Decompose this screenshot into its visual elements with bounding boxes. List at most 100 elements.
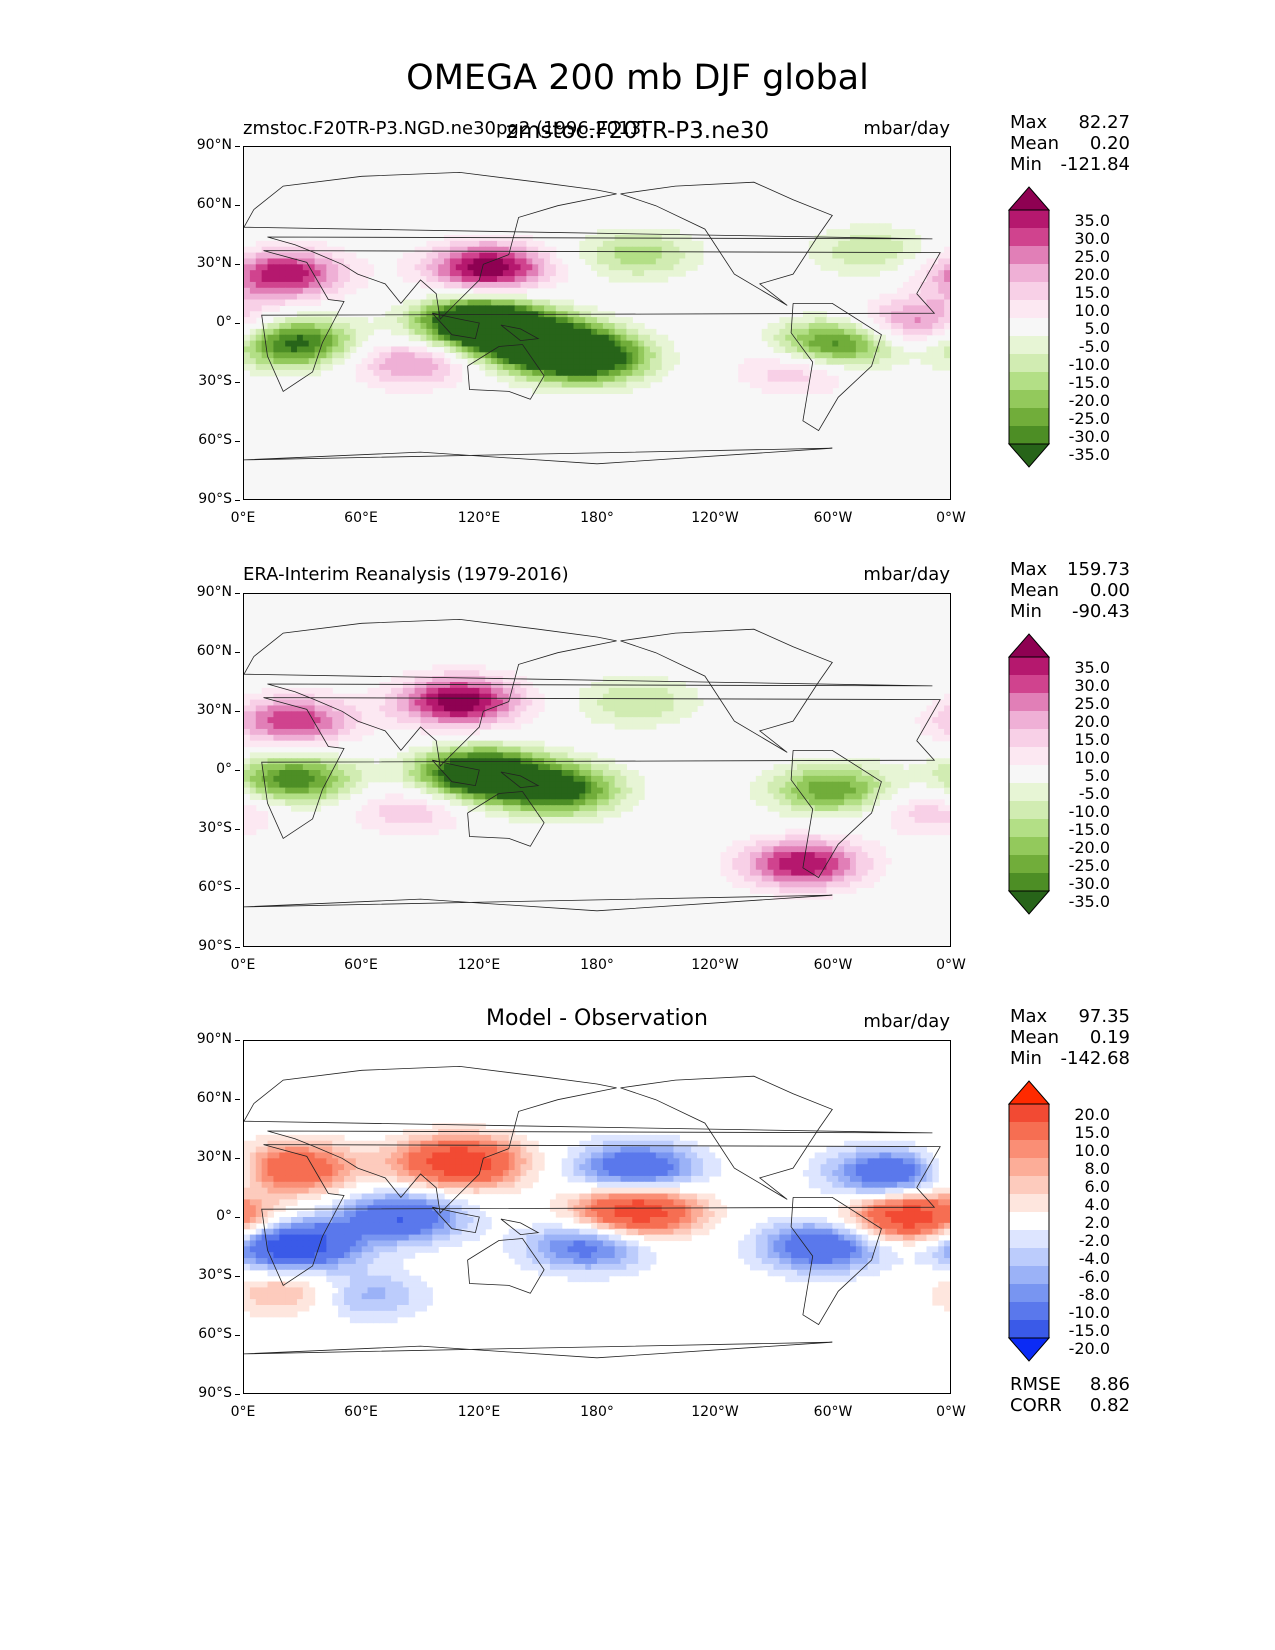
field-cell — [338, 1170, 345, 1177]
field-cell — [891, 1170, 898, 1177]
field-cell — [791, 811, 798, 818]
field-cell — [785, 805, 792, 812]
field-cell — [455, 281, 463, 289]
field-cell — [326, 793, 333, 800]
colorbar-tick-label: 20.0 — [1074, 712, 1110, 731]
field-cell — [644, 252, 651, 260]
field-cell — [320, 328, 327, 336]
field-cell — [426, 705, 433, 712]
field-cell — [779, 375, 786, 383]
field-cell — [914, 822, 922, 830]
field-cell — [379, 799, 386, 806]
field-cell — [902, 311, 910, 318]
field-cell — [308, 293, 316, 301]
field-cell — [420, 711, 427, 718]
field-cell — [549, 323, 557, 330]
field-cell — [849, 863, 857, 871]
field-cell — [849, 1146, 857, 1154]
field-cell — [244, 1170, 251, 1177]
field-cell — [296, 1140, 304, 1148]
field-cell — [914, 764, 922, 771]
field-cell — [608, 705, 616, 712]
field-cell — [626, 676, 633, 683]
field-cell — [279, 293, 286, 301]
field-cell — [938, 346, 945, 353]
field-cell — [320, 793, 327, 800]
field-cell — [414, 1152, 422, 1159]
field-cell — [614, 775, 622, 783]
field-cell — [502, 764, 510, 771]
colorbar-tick-label: -30.0 — [1068, 427, 1110, 446]
field-cell — [420, 1134, 427, 1142]
field-cell — [832, 875, 839, 883]
field-cell — [649, 270, 657, 277]
field-cell — [438, 699, 445, 707]
lat-tick-mark — [235, 711, 240, 712]
field-cell — [244, 693, 251, 701]
field-cell — [361, 822, 369, 830]
field-cell — [614, 328, 622, 336]
field-cell — [602, 381, 610, 389]
field-cell — [844, 858, 851, 865]
field-cell — [614, 705, 622, 712]
field-cell — [826, 863, 833, 871]
field-cell — [844, 328, 851, 336]
field-cell — [426, 358, 433, 365]
field-cell — [944, 311, 950, 318]
field-cell — [273, 276, 280, 283]
field-cell — [514, 699, 522, 707]
field-cell — [291, 1158, 298, 1165]
field-cell — [444, 664, 451, 671]
field-cell — [461, 1134, 469, 1142]
field-cell — [773, 869, 780, 877]
field-cell — [602, 1181, 610, 1189]
field-cell — [661, 229, 669, 236]
field-cell — [438, 1181, 445, 1189]
field-cell — [332, 270, 339, 277]
field-cell — [673, 1175, 680, 1183]
field-cell — [555, 364, 563, 371]
field-cell — [579, 811, 586, 818]
field-cell — [779, 875, 786, 883]
field-cell — [432, 264, 439, 271]
field-cell — [667, 1175, 675, 1183]
field-cell — [691, 699, 698, 707]
field-cell — [261, 705, 269, 712]
field-cell — [608, 1164, 616, 1171]
field-cell — [420, 387, 427, 394]
field-cell — [408, 305, 416, 312]
field-cell — [626, 252, 633, 260]
field-cell — [402, 687, 410, 695]
field-cell — [926, 799, 933, 806]
field-cell — [467, 299, 475, 306]
field-cell — [855, 881, 863, 888]
field-cell — [314, 734, 322, 742]
field-cell — [814, 340, 822, 348]
field-cell — [302, 775, 310, 783]
field-cell — [673, 229, 680, 236]
field-cell — [914, 805, 922, 812]
field-cell — [355, 1152, 363, 1159]
field-cell — [444, 1187, 451, 1195]
field-cell — [655, 264, 663, 271]
field-cell — [838, 240, 845, 248]
field-cell — [579, 1158, 586, 1165]
field-cell — [261, 811, 269, 818]
field-cell — [461, 793, 469, 800]
field-cell — [408, 299, 416, 306]
field-cell — [744, 364, 751, 371]
field-cell — [785, 364, 792, 371]
field-cell — [902, 822, 910, 830]
field-cell — [761, 834, 769, 841]
colorbar-tick-label: 35.0 — [1074, 658, 1110, 677]
field-cell — [444, 299, 451, 306]
field-cell — [820, 240, 828, 248]
field-cell — [438, 670, 445, 677]
field-cell — [679, 252, 686, 260]
field-cell — [626, 711, 633, 718]
field-cell — [755, 852, 763, 859]
field-cell — [455, 317, 463, 324]
field-cell — [320, 787, 327, 795]
field-cell — [408, 334, 416, 342]
field-cell — [485, 317, 492, 324]
